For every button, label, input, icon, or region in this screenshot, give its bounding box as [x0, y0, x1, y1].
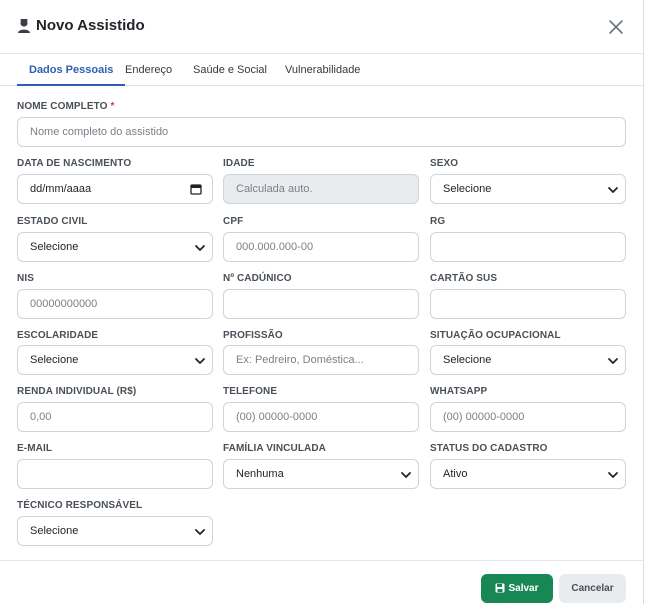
sexo-value: Selecione — [443, 183, 492, 195]
tab-bar: Dados Pessoais Endereço Saúde e Social V… — [0, 55, 643, 86]
save-label: Salvar — [508, 583, 539, 594]
familia-select[interactable]: Nenhuma — [223, 459, 419, 489]
telefone-label: TELEFONE — [223, 386, 278, 397]
tab-dados-pessoais[interactable]: Dados Pessoais — [16, 55, 126, 86]
tab-endereco[interactable]: Endereço — [125, 64, 173, 76]
cpf-input[interactable]: 000.000.000-00 — [223, 232, 419, 262]
whatsapp-label: WHATSAPP — [430, 386, 488, 397]
chevron-down-icon — [608, 472, 618, 478]
save-button[interactable]: Salvar — [481, 574, 553, 603]
tab-saude-social[interactable]: Saúde e Social — [193, 64, 267, 76]
chevron-down-icon — [195, 529, 205, 535]
chevron-down-icon — [608, 358, 618, 364]
nascimento-date-input[interactable]: dd/mm/aaaa — [17, 174, 213, 204]
chevron-down-icon — [401, 472, 411, 478]
estado-civil-value: Selecione — [30, 241, 79, 253]
user-icon — [18, 19, 30, 33]
whatsapp-input[interactable]: (00) 00000-0000 — [430, 402, 626, 432]
familia-label: FAMÍLIA VINCULADA — [223, 443, 326, 454]
idade-label: IDADE — [223, 158, 255, 169]
telefone-input[interactable]: (00) 00000-0000 — [223, 402, 419, 432]
modal-header: Novo Assistido — [0, 0, 643, 54]
tab-vulnerabilidade[interactable]: Vulnerabilidade — [285, 64, 361, 76]
idade-input: Calculada auto. — [223, 174, 419, 204]
close-icon[interactable] — [607, 18, 625, 36]
modal-title: Novo Assistido — [36, 17, 145, 34]
nome-label: NOME COMPLETO * — [17, 101, 115, 112]
chevron-down-icon — [195, 245, 205, 251]
profissao-input[interactable]: Ex: Pedreiro, Doméstica... — [223, 345, 419, 375]
estado-civil-label: ESTADO CIVIL — [17, 216, 88, 227]
escolaridade-label: ESCOLARIDADE — [17, 330, 99, 341]
situacao-value: Selecione — [443, 354, 492, 366]
email-input[interactable] — [17, 459, 213, 489]
nascimento-value: dd/mm/aaaa — [30, 183, 92, 195]
nis-label: NIS — [17, 273, 34, 284]
escolaridade-select[interactable]: Selecione — [17, 345, 213, 375]
floppy-disk-icon — [495, 583, 505, 593]
cadunico-input[interactable] — [223, 289, 419, 319]
renda-label: RENDA INDIVIDUAL (R$) — [17, 386, 137, 397]
nascimento-label: DATA DE NASCIMENTO — [17, 158, 132, 169]
tecnico-value: Selecione — [30, 525, 79, 537]
tecnico-select[interactable]: Selecione — [17, 516, 213, 546]
tecnico-label: TÉCNICO RESPONSÁVEL — [17, 500, 143, 511]
email-label: E-MAIL — [17, 443, 53, 454]
estado-civil-select[interactable]: Selecione — [17, 232, 213, 262]
familia-value: Nenhuma — [236, 468, 284, 480]
renda-input[interactable]: 0,00 — [17, 402, 213, 432]
escolaridade-value: Selecione — [30, 354, 79, 366]
cancel-button[interactable]: Cancelar — [559, 574, 626, 603]
nome-input[interactable]: Nome completo do assistido — [17, 117, 626, 147]
required-marker: * — [110, 101, 115, 112]
status-label: STATUS DO CADASTRO — [430, 443, 548, 454]
situacao-select[interactable]: Selecione — [430, 345, 626, 375]
cartao-sus-input[interactable] — [430, 289, 626, 319]
rg-input[interactable] — [430, 232, 626, 262]
modal-footer: Salvar Cancelar — [0, 560, 643, 604]
status-select[interactable]: Ativo — [430, 459, 626, 489]
cpf-label: CPF — [223, 216, 244, 227]
sexo-label: SEXO — [430, 158, 459, 169]
situacao-label: SITUAÇÃO OCUPACIONAL — [430, 330, 561, 341]
chevron-down-icon — [608, 187, 618, 193]
sexo-select[interactable]: Selecione — [430, 174, 626, 204]
calendar-icon[interactable] — [190, 183, 202, 195]
nis-input[interactable]: 00000000000 — [17, 289, 213, 319]
status-value: Ativo — [443, 468, 468, 480]
cartao-sus-label: CARTÃO SUS — [430, 273, 498, 284]
profissao-label: PROFISSÃO — [223, 330, 283, 341]
cadunico-label: Nº CADÚNICO — [223, 273, 292, 284]
chevron-down-icon — [195, 358, 205, 364]
rg-label: RG — [430, 216, 446, 227]
